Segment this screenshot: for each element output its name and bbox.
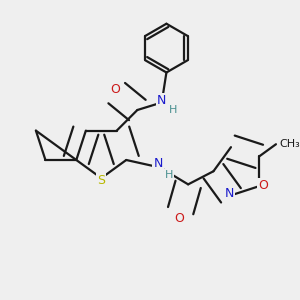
Text: H: H: [165, 170, 174, 180]
Text: CH₃: CH₃: [280, 139, 300, 149]
Text: O: O: [258, 179, 268, 192]
Text: S: S: [97, 174, 105, 188]
Text: N: N: [153, 157, 163, 170]
Text: N: N: [157, 94, 166, 107]
Text: O: O: [174, 212, 184, 225]
Text: O: O: [110, 83, 120, 96]
Text: N: N: [224, 187, 234, 200]
Text: H: H: [169, 105, 177, 115]
